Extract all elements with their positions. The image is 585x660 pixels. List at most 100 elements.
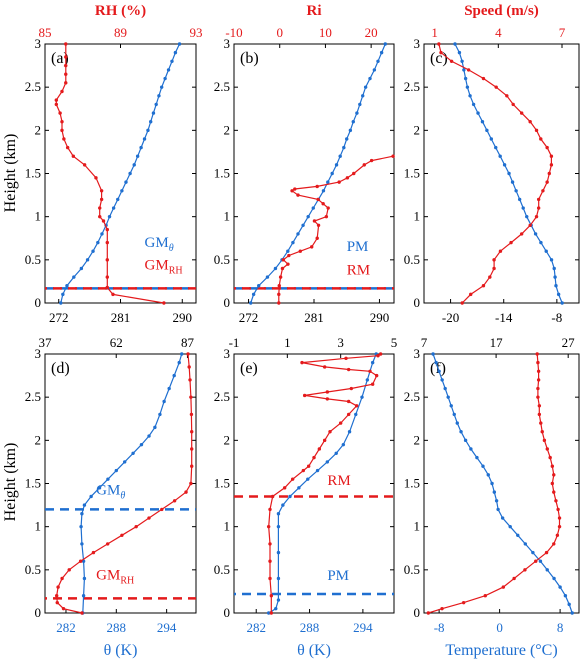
x-bottom-tick-label: 288 — [107, 620, 127, 635]
annotation-label: PM — [327, 568, 349, 584]
data-point — [273, 266, 278, 271]
data-point — [376, 59, 380, 63]
data-point — [325, 460, 330, 464]
data-point — [330, 171, 334, 176]
x-top-tick-label: 0 — [276, 25, 283, 40]
data-point — [67, 568, 71, 572]
x-top-tick-label: 89 — [114, 25, 127, 40]
data-point — [159, 85, 164, 89]
y-tick-label: 1 — [414, 209, 421, 224]
data-point — [338, 421, 343, 425]
data-point — [545, 145, 549, 150]
data-point — [519, 232, 524, 236]
panel-tag-c: (c) — [430, 50, 448, 67]
data-point — [61, 606, 66, 611]
data-point — [269, 611, 274, 615]
data-point — [163, 76, 167, 81]
data-point — [519, 111, 524, 115]
data-point — [554, 499, 558, 503]
data-point — [134, 524, 138, 529]
data-point — [172, 499, 177, 503]
data-point — [187, 365, 191, 369]
data-point — [346, 399, 351, 404]
data-point — [494, 499, 499, 503]
top-axis-title: Speed (m/s) — [464, 3, 539, 19]
data-point — [545, 447, 549, 451]
data-point — [462, 68, 466, 72]
series-line-red — [278, 155, 394, 303]
data-point — [374, 373, 379, 378]
x-top-tick-label: 7 — [559, 25, 566, 40]
data-point — [483, 594, 487, 598]
data-point — [545, 568, 549, 572]
data-point — [369, 158, 374, 163]
data-point — [61, 292, 65, 297]
data-point — [315, 468, 320, 473]
y-tick-label: 2 — [35, 122, 42, 137]
data-point — [298, 249, 302, 253]
data-point — [440, 378, 444, 382]
data-point — [54, 594, 59, 598]
data-point — [345, 137, 349, 141]
data-point — [146, 128, 150, 133]
data-point — [378, 352, 383, 356]
data-point — [316, 197, 320, 202]
annotation-label: PM — [347, 239, 369, 255]
data-point — [154, 102, 158, 107]
data-point — [60, 89, 64, 94]
data-point — [315, 184, 319, 189]
data-point — [186, 352, 190, 356]
data-point — [552, 542, 556, 546]
data-point — [177, 42, 182, 46]
data-point — [82, 163, 87, 167]
data-point — [468, 94, 472, 98]
data-point — [354, 404, 359, 408]
data-point — [64, 81, 68, 85]
data-point — [184, 490, 188, 494]
data-point — [60, 576, 64, 581]
data-point — [370, 382, 375, 386]
data-point — [60, 128, 64, 133]
data-point — [269, 594, 274, 598]
data-point — [485, 128, 489, 133]
data-point — [302, 393, 307, 398]
data-point — [317, 447, 322, 451]
data-point — [180, 352, 184, 356]
data-point — [391, 154, 395, 158]
data-point — [80, 512, 84, 516]
data-point — [556, 292, 561, 297]
data-point — [326, 206, 330, 210]
data-point — [277, 301, 281, 305]
data-point — [536, 386, 540, 391]
y-tick-label: 0 — [414, 605, 421, 620]
data-point — [177, 360, 181, 365]
data-point — [281, 503, 285, 507]
data-point — [116, 197, 120, 202]
x-top-tick-label: 1 — [431, 25, 438, 40]
data-point — [547, 171, 551, 176]
data-point — [536, 197, 541, 202]
bottom-axis-title: Temperature (°C) — [445, 642, 557, 659]
y-tick-label: 1 — [35, 209, 42, 224]
x-bottom-tick-label: -20 — [442, 310, 459, 325]
series-line-red — [438, 43, 553, 304]
series-line-red — [55, 44, 164, 304]
data-point — [539, 240, 543, 245]
data-point — [512, 576, 516, 581]
data-point — [65, 284, 69, 288]
data-point — [507, 171, 511, 176]
data-point — [536, 395, 540, 399]
data-point — [166, 68, 171, 72]
data-point — [64, 72, 68, 76]
data-point — [162, 399, 166, 404]
x-top-tick-label: 27 — [562, 335, 576, 350]
data-point — [469, 292, 473, 297]
data-point — [293, 187, 297, 191]
data-point — [111, 292, 115, 297]
series-line-red — [428, 353, 561, 614]
annotation-label: GMθ — [145, 235, 174, 254]
data-point — [528, 120, 532, 124]
data-point — [463, 76, 468, 81]
data-point — [157, 94, 161, 98]
data-point — [268, 559, 272, 563]
